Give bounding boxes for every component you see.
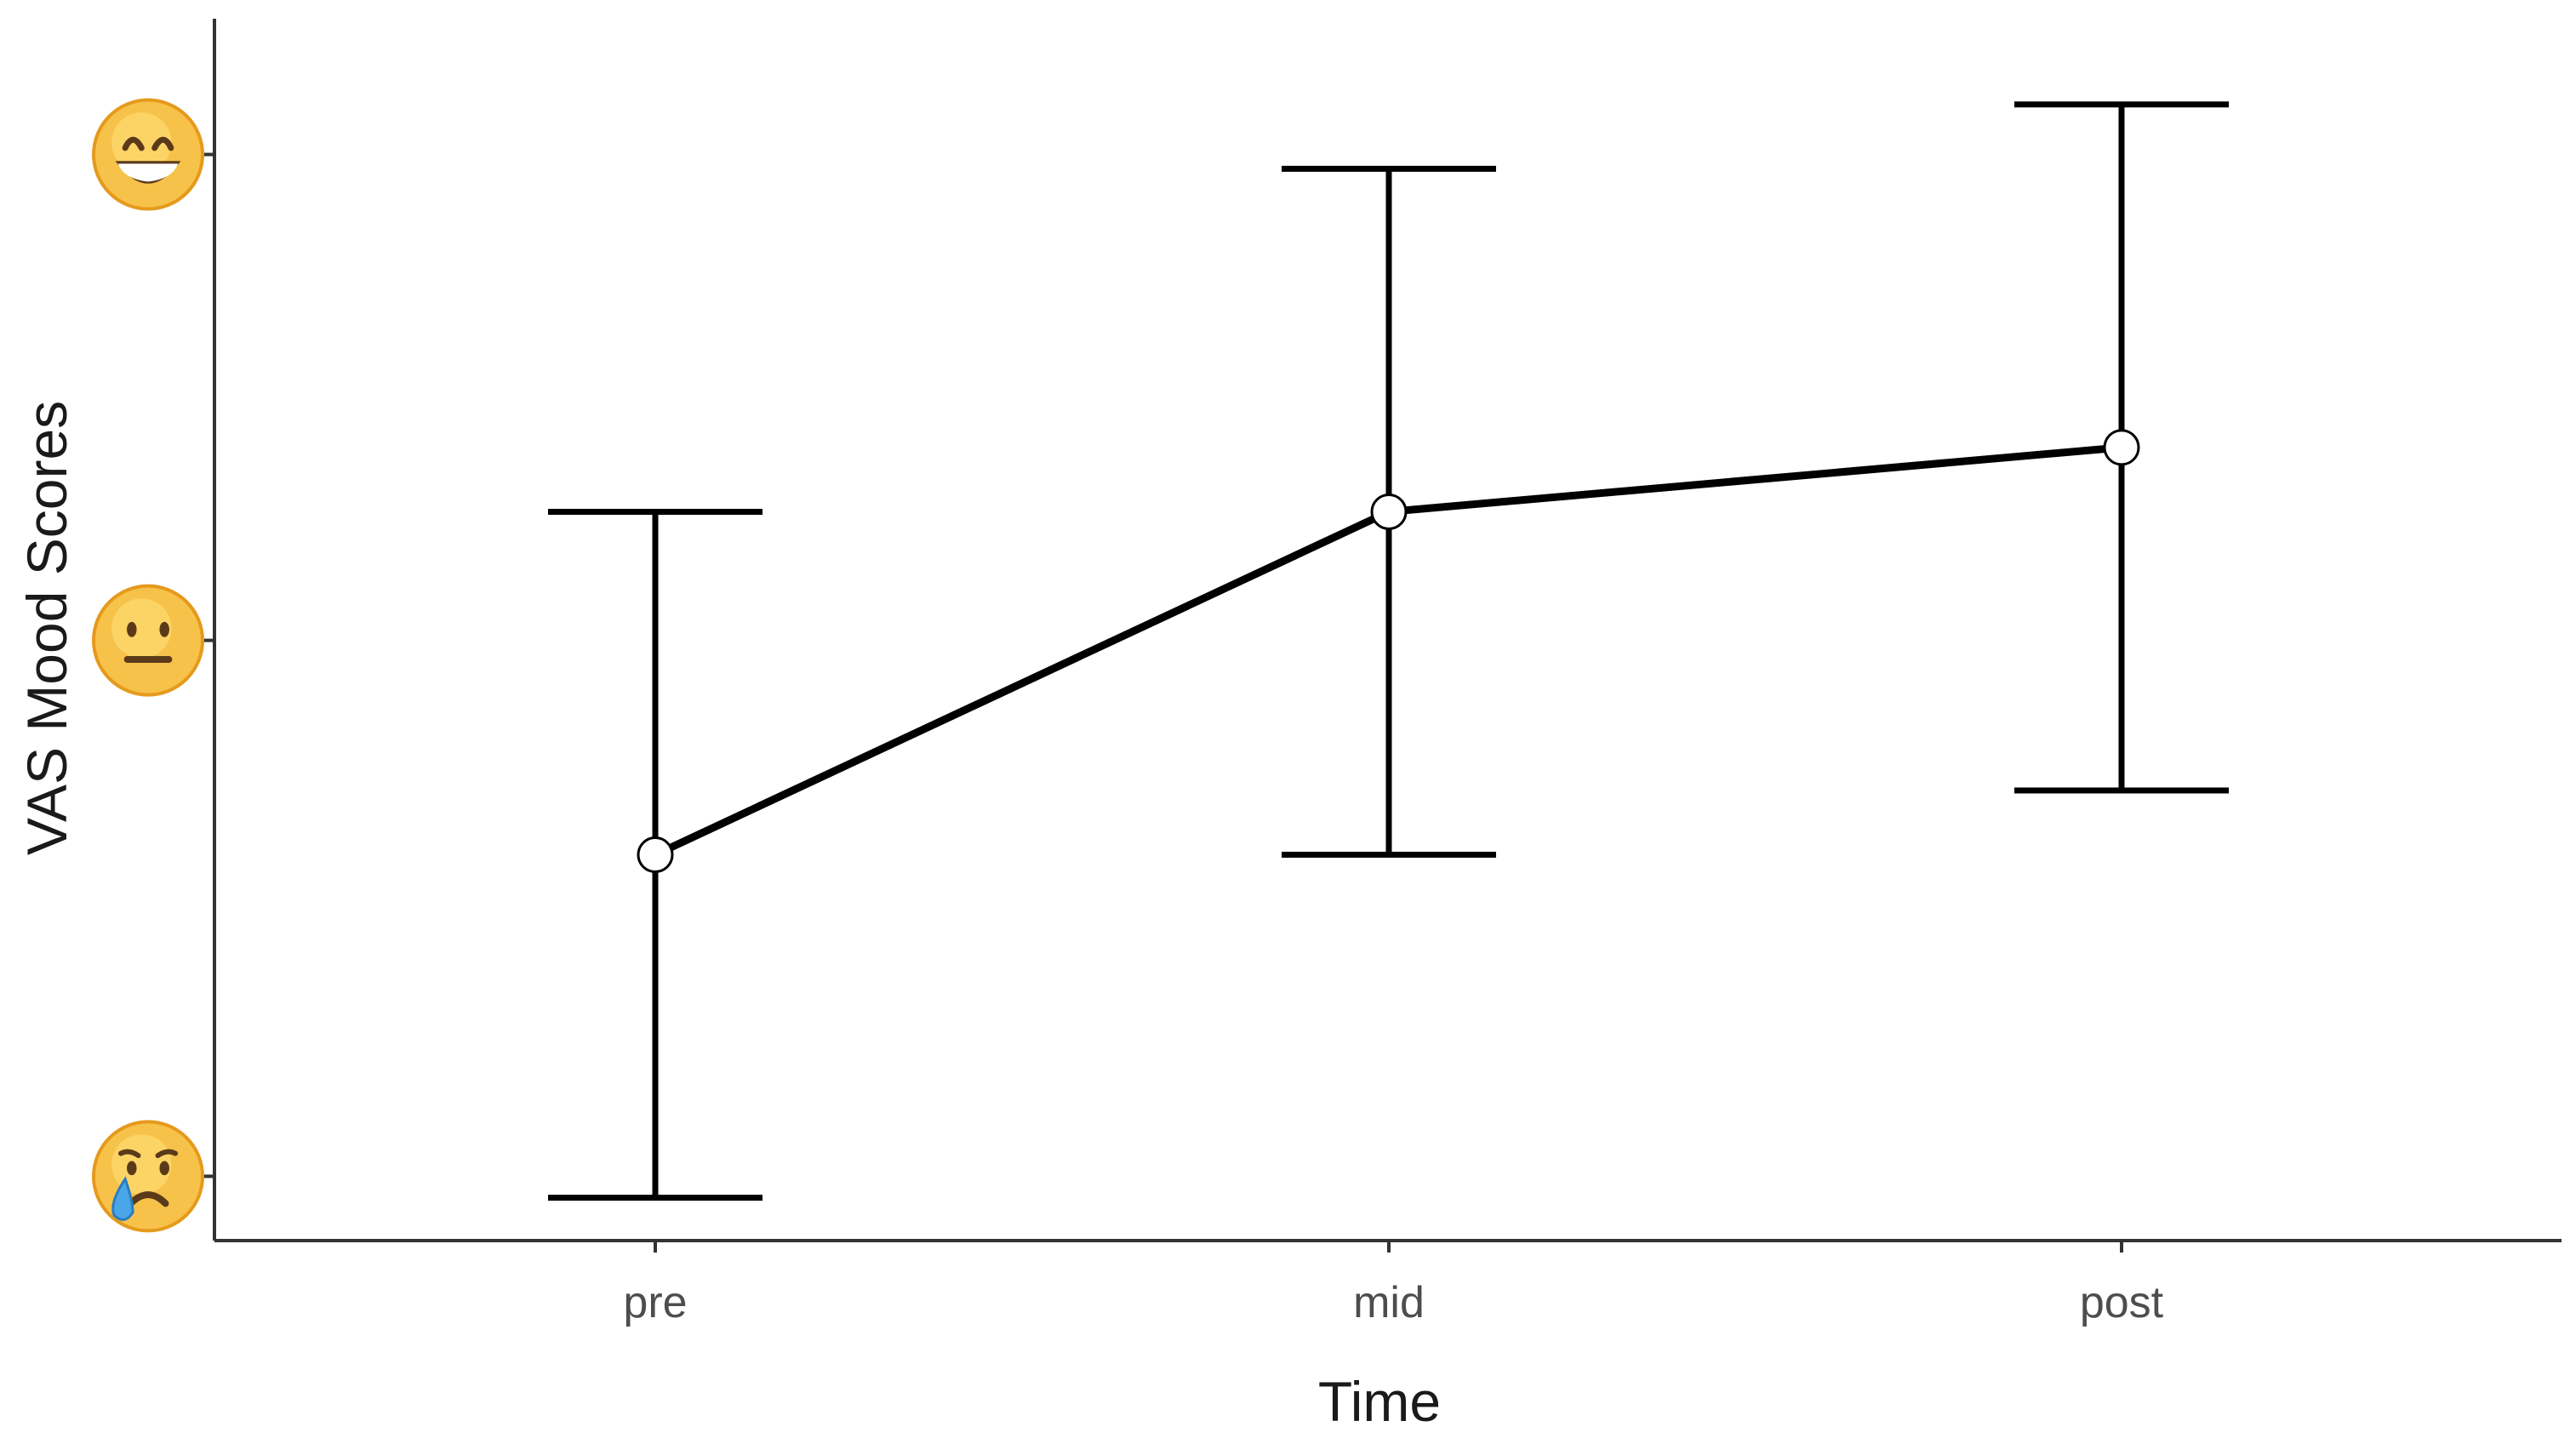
x-tick-label-pre: pre <box>623 1278 687 1327</box>
x-tick-label-mid: mid <box>1353 1278 1425 1327</box>
data-point-mid <box>1370 493 1408 530</box>
crying-face-emoji <box>92 1120 204 1233</box>
y-axis-ticks <box>92 98 214 1233</box>
y-axis-title: VAS Mood Scores <box>15 401 78 855</box>
grinning-face-emoji <box>92 98 204 211</box>
x-tick-label-post: post <box>2080 1278 2164 1327</box>
x-axis-ticks: pre mid post <box>623 1241 2164 1327</box>
data-point-pre <box>637 836 674 874</box>
x-axis-title: Time <box>1318 1370 1441 1433</box>
neutral-face-emoji <box>92 584 204 697</box>
plot-area <box>548 101 2229 1201</box>
data-point-post <box>2103 429 2140 466</box>
